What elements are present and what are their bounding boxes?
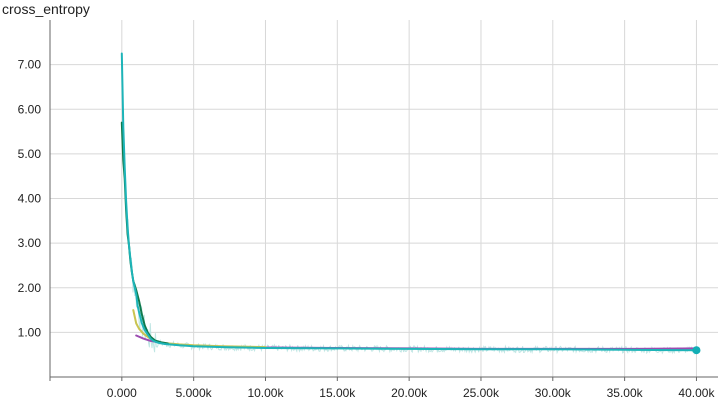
x-tick-label: 25.00k xyxy=(463,386,500,400)
x-tick-label: 15.00k xyxy=(319,386,356,400)
chart-title: cross_entropy xyxy=(2,1,90,17)
series-line-1 xyxy=(120,52,698,352)
y-tick-label: 4.00 xyxy=(18,192,42,206)
y-tick-label: 5.00 xyxy=(18,147,42,161)
x-tick-label: 5.000k xyxy=(176,386,213,400)
x-tick-label: 30.00k xyxy=(535,386,572,400)
y-tick-label: 2.00 xyxy=(18,281,42,295)
y-tick-label: 1.00 xyxy=(18,325,42,339)
y-tick-label: 3.00 xyxy=(18,236,42,250)
x-tick-label: 20.00k xyxy=(391,386,428,400)
y-tick-label: 7.00 xyxy=(18,58,42,72)
series-end-marker xyxy=(692,346,701,355)
x-tick-label: 40.00k xyxy=(678,386,715,400)
x-tick-label: 35.00k xyxy=(607,386,644,400)
x-tick-label: 10.00k xyxy=(247,386,284,400)
y-tick-label: 6.00 xyxy=(18,102,42,116)
x-tick-label: 0.000 xyxy=(107,386,137,400)
